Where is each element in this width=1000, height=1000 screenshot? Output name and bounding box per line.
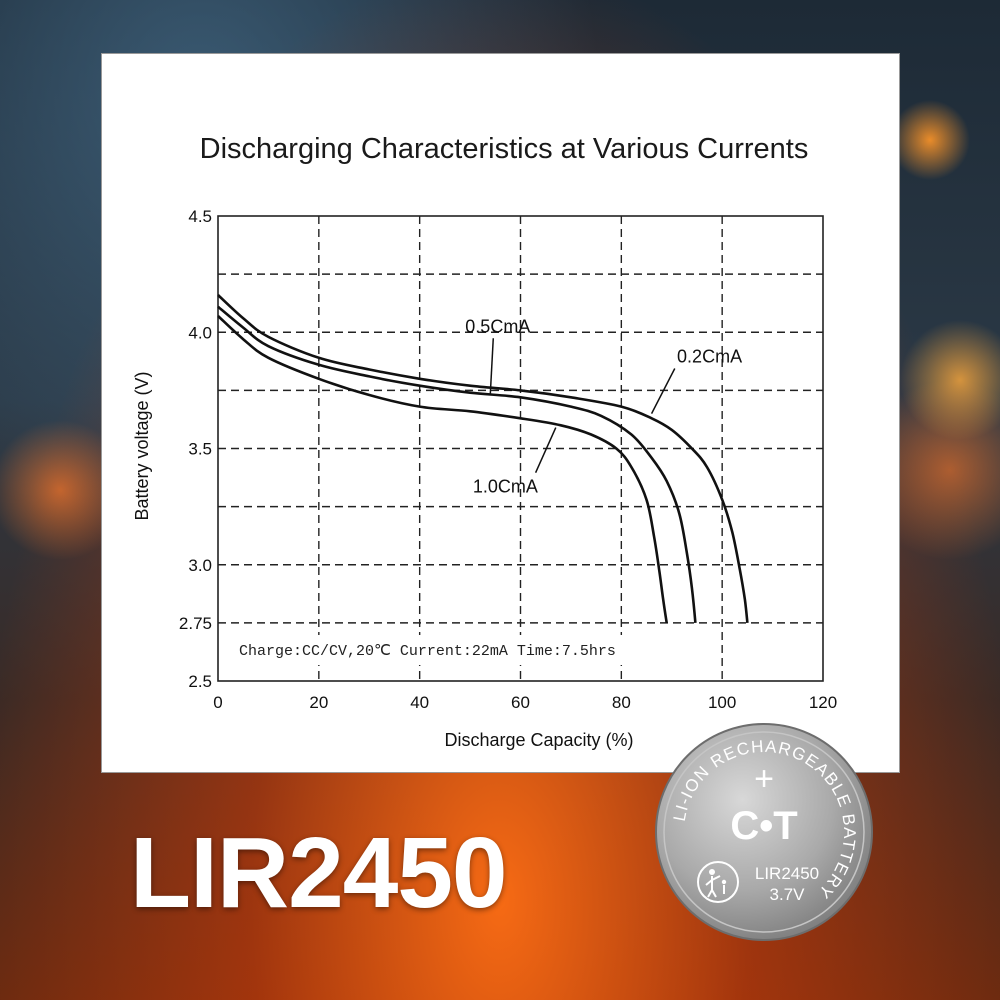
coin-polarity: + [754, 760, 774, 798]
y-tick-label: 3.0 [188, 556, 212, 575]
x-tick-label: 60 [511, 693, 530, 712]
coin-brand: C•T [730, 804, 797, 848]
series-label-leader [534, 427, 557, 473]
tick-layer: 0 20 40 60 80 100 120 2.5 2.75 3.0 3.5 4.0 4.5 [179, 207, 837, 712]
annotation-background [232, 635, 672, 665]
child-warning-icon [697, 861, 739, 903]
product-model-text: LIR2450 [130, 817, 508, 929]
x-tick-label: 100 [708, 693, 736, 712]
x-axis-label: Discharge Capacity (%) [444, 730, 633, 750]
series-label-leader [650, 368, 676, 414]
chart-title: Discharging Characteristics at Various C… [200, 133, 809, 165]
y-tick-label: 4.0 [188, 323, 212, 342]
series-label-0-2cma: 0.2CmA [677, 346, 742, 366]
coin-inner-ring [663, 731, 865, 933]
coin-voltage: 3.7V [770, 885, 806, 904]
x-tick-label: 40 [410, 693, 429, 712]
x-tick-label: 120 [809, 693, 837, 712]
plot-frame [217, 215, 824, 682]
series-label-leader [489, 338, 495, 396]
coin-model: LIR2450 [755, 864, 819, 883]
x-tick-label: 0 [213, 693, 222, 712]
chart-annotation: Charge:CC/CV,20℃ Current:22mA Time:7.5hr… [239, 643, 616, 660]
label-layer: 0.5CmA 0.2CmA 1.0CmA [465, 316, 742, 496]
battery-coin: LI-ION RECHARGEABLE BATTERY + C•T LIR245… [655, 723, 873, 941]
chart-svg: Discharging Characteristics at Various C… [132, 133, 837, 750]
curve-layer [217, 294, 749, 624]
series-line-1-0cma [217, 315, 668, 624]
x-tick-label: 20 [309, 693, 328, 712]
chart-panel: Discharging Characteristics at Various C… [101, 53, 900, 773]
y-tick-label: 2.75 [179, 614, 212, 633]
y-tick-label: 3.5 [188, 440, 212, 459]
y-tick-label: 4.5 [188, 207, 212, 226]
grid-layer [218, 216, 823, 681]
series-label-1-0cma: 1.0CmA [473, 477, 538, 497]
y-axis-label: Battery voltage (V) [132, 371, 152, 520]
series-line-0-2cma [217, 294, 749, 624]
x-tick-label: 80 [612, 693, 631, 712]
y-tick-label: 2.5 [188, 672, 212, 691]
coin-body [655, 723, 873, 941]
series-line-0-5cma [217, 305, 697, 624]
series-label-0-5cma: 0.5CmA [465, 316, 530, 336]
